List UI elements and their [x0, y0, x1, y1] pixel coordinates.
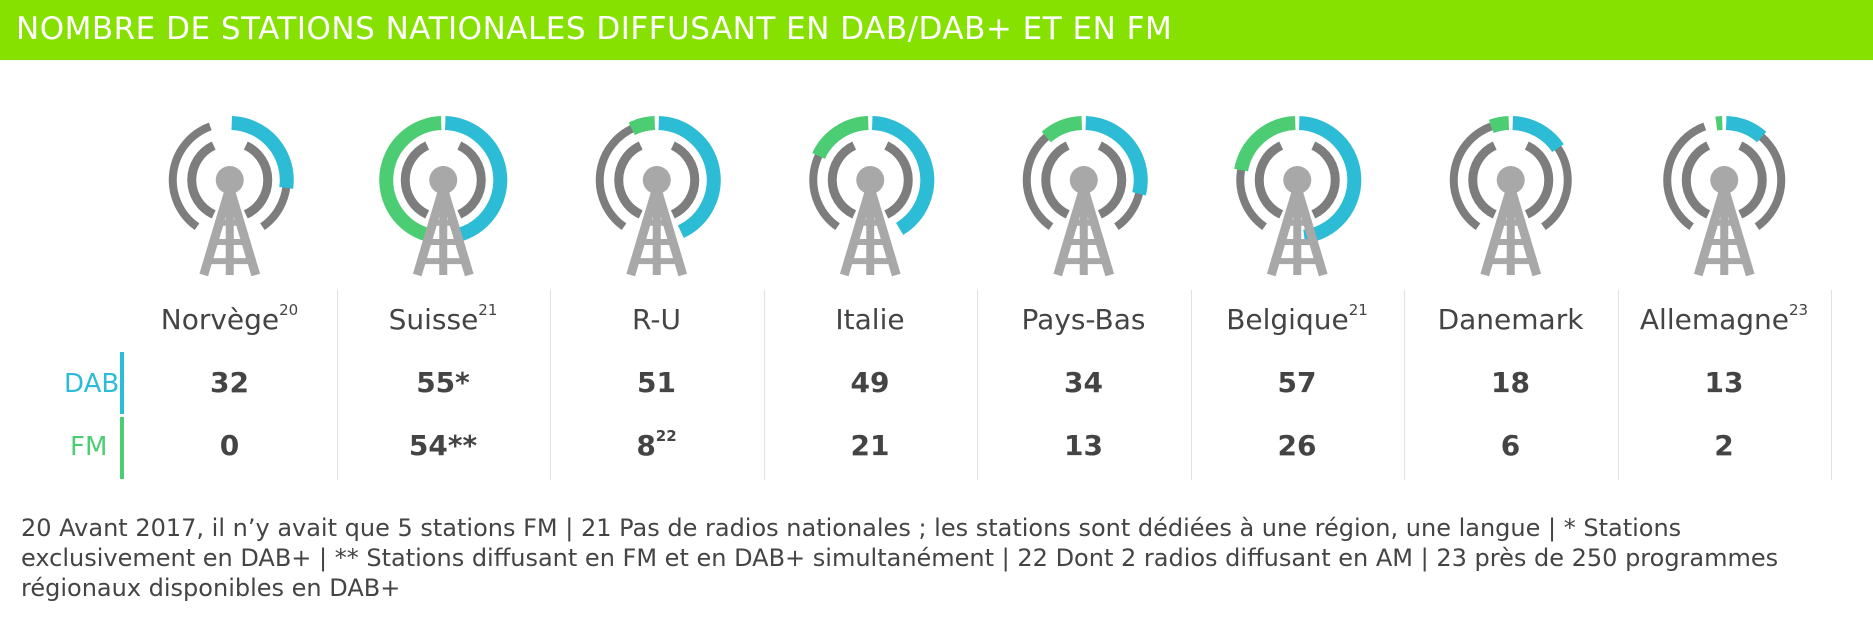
fm-value: 2: [1714, 429, 1734, 462]
column-separator: [1617, 290, 1619, 480]
column-separator: [977, 290, 978, 480]
fm-arc: [1488, 116, 1510, 134]
dab-value: 55*: [416, 366, 470, 399]
fm-arc: [1234, 116, 1296, 172]
ring-inner-left: [614, 141, 643, 219]
tower-icon-4: [1022, 116, 1148, 277]
column-separator: [763, 290, 765, 480]
tower-hub: [1283, 166, 1312, 194]
ring-inner-right: [1311, 141, 1340, 219]
dab-arc: [231, 116, 294, 189]
ring-inner-right: [1738, 141, 1767, 219]
country-label: R-U: [632, 303, 681, 336]
dab-value: 32: [210, 366, 249, 399]
ring-inner-left: [1468, 141, 1497, 219]
tower-icon-7: [1663, 116, 1786, 277]
tower-hub: [1496, 166, 1525, 194]
dab-arc: [871, 116, 935, 235]
ring-outer-left: [595, 122, 639, 230]
fm-value: 54**: [408, 429, 478, 462]
fm-value: 6: [1500, 429, 1521, 462]
tower-icon-3: [809, 116, 935, 277]
column-separator: [1404, 290, 1405, 480]
country-label: Suisse21: [388, 301, 498, 336]
ring-outer-left: [168, 122, 212, 230]
ring-inner-left: [1041, 141, 1070, 219]
dab-arc: [658, 116, 721, 239]
tower-hub: [1069, 166, 1098, 194]
fm-value: 13: [1064, 429, 1103, 462]
tower-icon-5: [1234, 116, 1362, 277]
dab-arc: [1298, 116, 1362, 244]
fm-arc: [812, 116, 869, 160]
column-separator: [1831, 290, 1832, 480]
fm-value: 26: [1277, 429, 1317, 462]
ring-inner-left: [400, 141, 430, 219]
dab-row-bar: [120, 352, 124, 414]
dab-value: 51: [637, 366, 676, 399]
dab-value: 57: [1277, 366, 1317, 399]
fm-value: 822: [636, 427, 677, 462]
page-title: NOMBRE DE STATIONS NATIONALES DIFFUSANT …: [16, 11, 1173, 47]
header-bar: NOMBRE DE STATIONS NATIONALES DIFFUSANT …: [0, 0, 1873, 60]
dab-arc: [1725, 116, 1767, 143]
country-label: Italie: [835, 303, 905, 336]
footnote: 20 Avant 2017, il n’y avait que 5 statio…: [21, 514, 1779, 602]
tower-hub: [215, 166, 244, 194]
country-label: Pays-Bas: [1021, 303, 1146, 336]
ring-inner-right: [457, 141, 486, 219]
dab-arc: [1085, 116, 1148, 196]
ring-inner-right: [1097, 141, 1127, 219]
ring-inner-left: [187, 141, 216, 219]
ring-outer-left: [1449, 122, 1493, 230]
dab-row-label: DAB: [64, 369, 120, 399]
fm-arc: [379, 116, 442, 242]
tower-icon-2: [595, 116, 721, 277]
dab-arc: [444, 116, 508, 243]
ring-inner-right: [1524, 141, 1554, 219]
dab-arc: [1512, 116, 1564, 153]
country-label: Belgique21: [1226, 301, 1368, 336]
dab-value: 34: [1064, 366, 1103, 399]
ring-inner-left: [1681, 141, 1711, 219]
dab-value: 13: [1704, 366, 1744, 399]
ring-inner-left: [827, 141, 857, 219]
tower-icon-6: [1449, 116, 1572, 277]
ring-inner-left: [1254, 141, 1284, 219]
tower-hub: [429, 166, 458, 194]
country-label: Allemagne23: [1639, 301, 1809, 336]
ring-inner-right: [670, 141, 700, 219]
radio-tower-chart: [168, 116, 1786, 277]
fm-value: 21: [850, 429, 890, 462]
ring-inner-right: [243, 141, 273, 219]
country-label: Norvège20: [160, 301, 299, 336]
tower-hub: [1710, 166, 1739, 194]
dab-value: 18: [1491, 366, 1530, 399]
fm-arc: [628, 116, 656, 136]
ring-outer-left: [1663, 122, 1707, 230]
fm-row-bar: [120, 417, 124, 479]
column-separator: [1190, 290, 1192, 480]
country-label: Danemark: [1437, 303, 1584, 336]
fm-arc: [1041, 116, 1083, 143]
tower-hub: [642, 166, 671, 194]
fm-value: 0: [219, 429, 240, 462]
dab-value: 49: [850, 366, 890, 399]
tower-hub: [856, 166, 885, 194]
column-separator: [336, 290, 338, 480]
ring-inner-right: [884, 141, 913, 219]
tower-icon-0: [168, 116, 294, 277]
fm-row-label: FM: [70, 432, 108, 462]
tower-icon-1: [379, 116, 508, 277]
column-separator: [550, 290, 551, 480]
fm-arc: [1715, 116, 1723, 131]
